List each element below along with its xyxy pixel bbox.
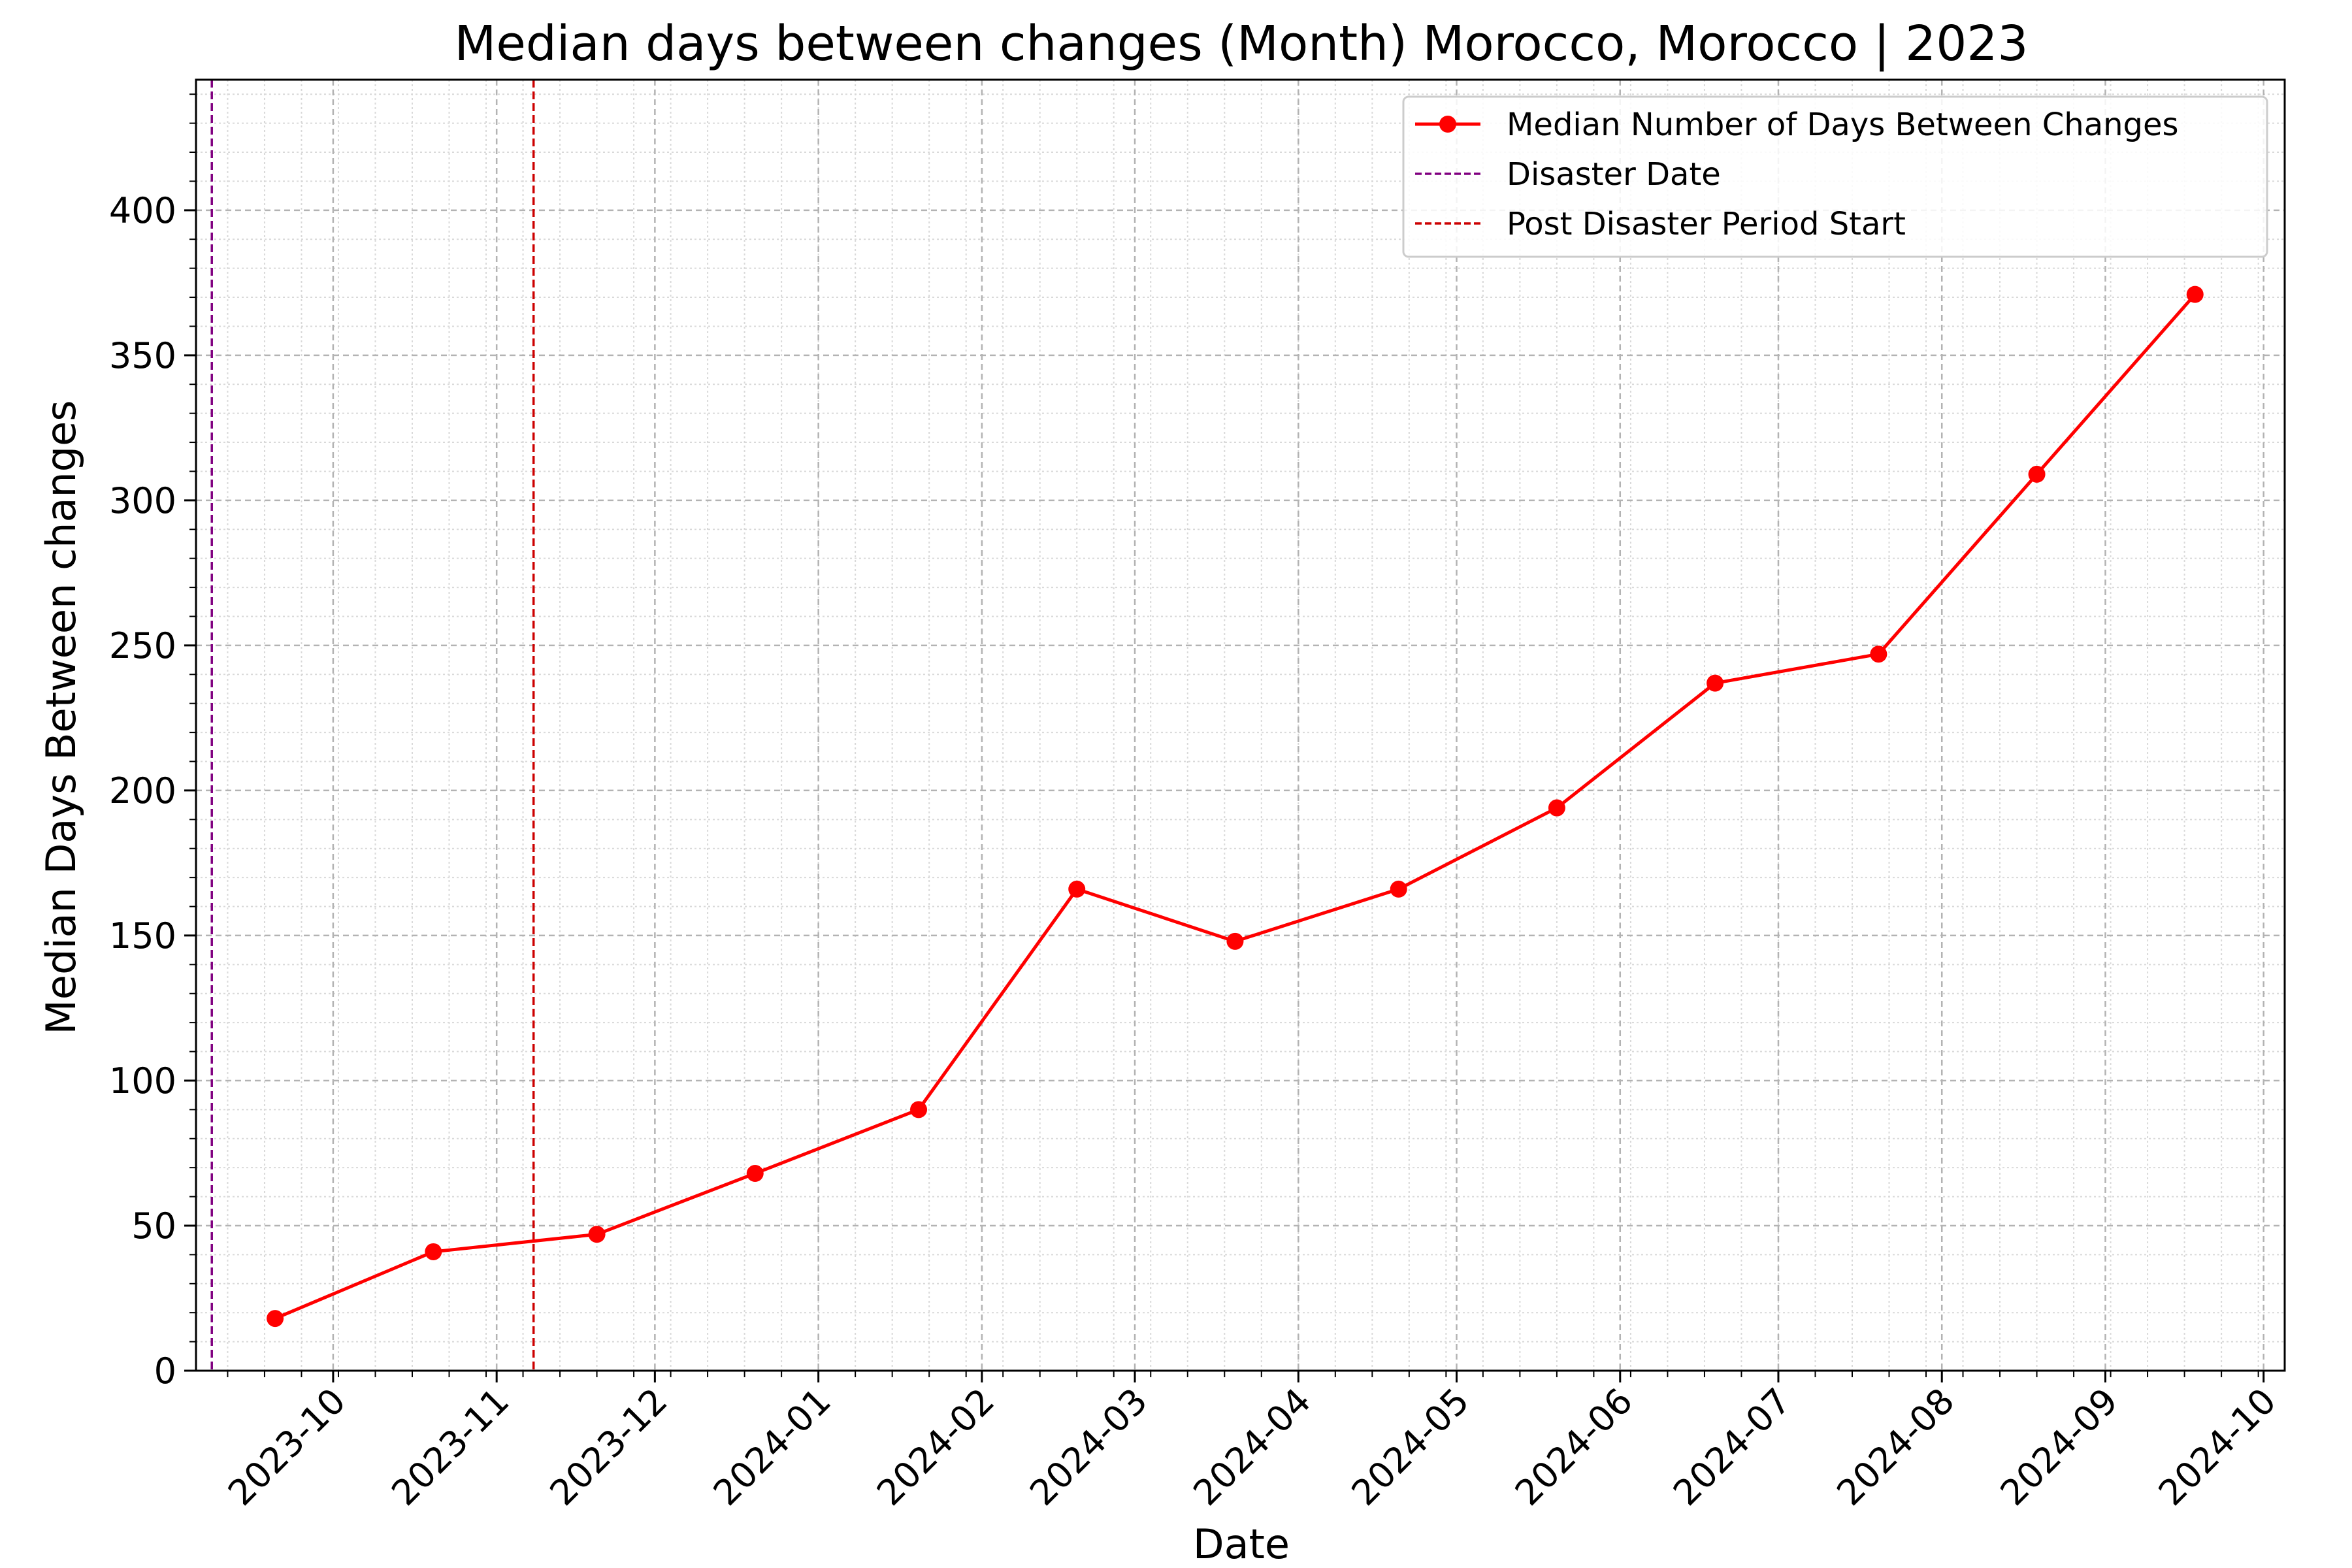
legend-label: Disaster Date [1507,156,1721,193]
legend-label: Median Number of Days Between Changes [1507,106,2179,143]
y-tick-label: 150 [109,915,176,956]
grid-layer [196,80,2285,1372]
legend-box [1402,95,2268,258]
y-axis-label: Median Days Between changes [37,400,85,1034]
y-tick-label: 200 [109,770,176,811]
data-point [267,1310,284,1328]
legend-marker [1439,116,1456,133]
data-point [1870,645,1887,663]
data-point [588,1226,606,1243]
x-axis-label: Date [1193,1520,1290,1568]
series-layer [267,286,2204,1328]
data-point [910,1101,928,1119]
data-point [2028,465,2046,483]
data-point [746,1165,764,1183]
y-tick-label: 350 [109,335,176,376]
y-tick-label: 300 [109,480,176,521]
y-tick-label: 100 [109,1060,176,1102]
data-point [1707,674,1724,692]
data-point [1226,932,1244,950]
reference-lines [210,80,535,1371]
legend: Median Number of Days Between Changes Dis… [1402,95,2268,258]
data-point [1548,799,1565,817]
data-point [1068,880,1086,898]
data-point [425,1243,442,1260]
plot-area [196,80,2285,1371]
data-point [1390,880,1407,898]
y-tick-label: 50 [131,1205,176,1247]
y-tick-label: 0 [154,1350,176,1392]
data-point [2186,286,2204,303]
legend-label: Post Disaster Period Start [1507,206,1906,242]
y-tick-label: 250 [109,625,176,666]
y-tick-label: 400 [109,190,176,231]
plot-frame [195,78,2286,1372]
chart-title: Median days between changes (Month) Moro… [454,16,2028,72]
